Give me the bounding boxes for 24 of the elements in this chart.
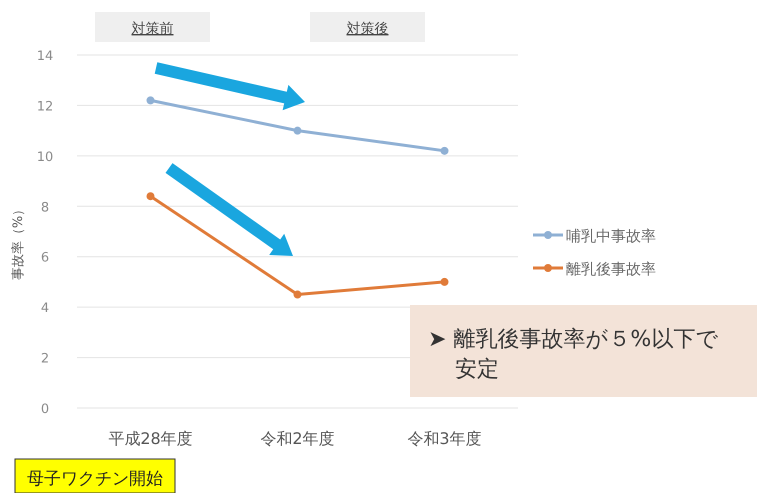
y-tick-label: 10 [36,150,54,165]
y-tick-label: 2 [40,352,50,367]
y-tick-label: 4 [40,301,50,316]
y-tick-label: 0 [40,402,50,417]
y-tick-label: 6 [40,250,50,266]
point [440,146,448,155]
point [146,96,154,104]
text: 対策前 [132,21,174,37]
y-tick-label: 12 [36,99,54,114]
y-axis-title: 事故率（%） [10,202,26,280]
annotation: ➤ 離乳後事故率が５%以下で安定 [428,327,718,382]
y-tick-label: 14 [36,49,54,64]
point [294,126,302,135]
point [294,290,302,299]
x-tick-label: 平成28年度 [108,429,193,448]
y-tick-label: 8 [40,200,50,216]
point [440,278,448,286]
x-tick-label: 令和3年度 [407,429,482,448]
x-tick-label: 令和2年度 [260,429,335,448]
legend-label: 離乳後事故率 [566,260,656,278]
text: 対策後 [346,21,388,37]
text: 母子ワクチン開始 [27,469,163,489]
point [146,192,154,200]
legend-label: 哺乳中事故率 [566,227,656,245]
